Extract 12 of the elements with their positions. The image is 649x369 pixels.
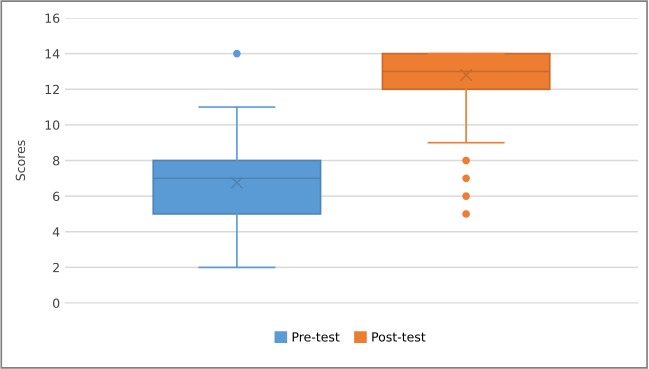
- y-tick-label: 16: [46, 13, 60, 23]
- y-tick-label: 6: [53, 192, 60, 202]
- y-tick-label: 2: [53, 262, 59, 272]
- y-tick-label: 12: [46, 84, 59, 94]
- y-tick-label: 8: [53, 156, 60, 166]
- y-axis-title: Scores: [16, 140, 26, 180]
- y-tick-label: 10: [46, 120, 60, 130]
- y-tick-label: 14: [46, 49, 60, 58]
- y-tick-label: 0: [53, 298, 60, 308]
- y-tick-label: 4: [52, 227, 60, 236]
- legend-label: Pre-test: [292, 332, 340, 342]
- legend-label: Post-test: [372, 332, 426, 342]
